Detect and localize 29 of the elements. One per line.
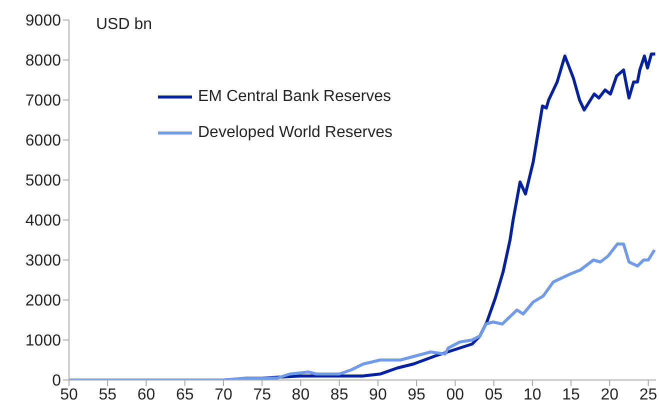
y-tick-label: 0 (52, 372, 62, 390)
x-tick-label: 60 (137, 386, 156, 404)
y-tick-label: 6000 (25, 132, 62, 150)
y-tick-label: 5000 (25, 172, 62, 190)
x-tick-label: 15 (562, 386, 580, 404)
x-tick-label: 00 (446, 386, 464, 404)
y-axis-title: USD bn (96, 16, 152, 34)
y-tick-label: 2000 (25, 292, 62, 310)
legend-label: Developed World Reserves (198, 124, 392, 142)
legend-label: EM Central Bank Reserves (198, 88, 391, 106)
x-tick-label: 65 (176, 386, 194, 404)
y-tick-label: 1000 (25, 332, 62, 350)
x-tick-label: 20 (600, 386, 619, 404)
x-tick-label: 10 (524, 386, 542, 404)
x-tick-label: 70 (214, 386, 232, 404)
x-tick-label: 50 (60, 386, 78, 404)
y-tick-label: 8000 (25, 52, 62, 70)
x-tick-label: 85 (330, 386, 348, 404)
y-tick-label: 7000 (25, 92, 62, 110)
x-tick-label: 55 (98, 386, 117, 404)
y-tick-label: 4000 (25, 212, 62, 230)
x-tick-label: 90 (369, 386, 387, 404)
x-tick-label: 95 (408, 386, 426, 404)
x-tick-label: 25 (639, 386, 658, 404)
x-tick-label: 05 (484, 386, 503, 404)
y-tick-label: 9000 (25, 12, 62, 30)
x-tick-label: 80 (292, 386, 310, 404)
y-tick-label: 3000 (25, 252, 62, 270)
x-tick-label: 75 (253, 386, 272, 404)
